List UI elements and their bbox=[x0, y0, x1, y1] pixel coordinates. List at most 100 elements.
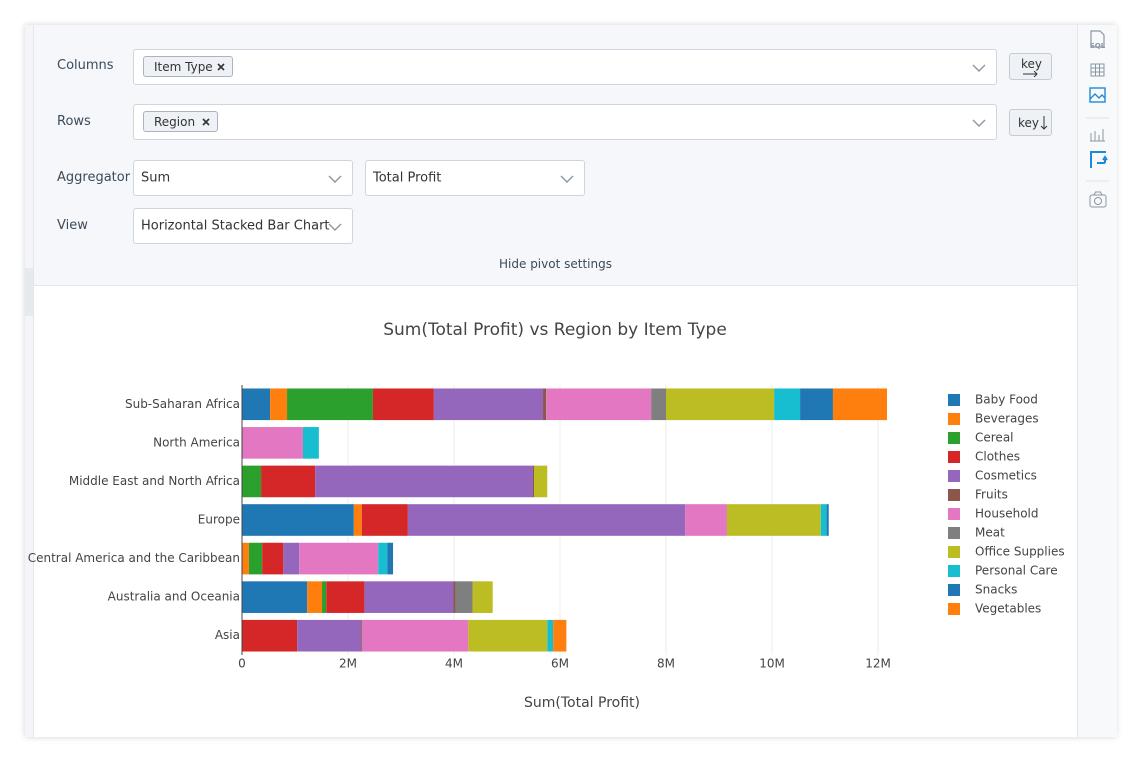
legend-swatch bbox=[948, 565, 960, 577]
field-select[interactable]: Total Profit bbox=[365, 160, 585, 196]
rows-select[interactable]: Region bbox=[133, 104, 997, 140]
legend-swatch bbox=[948, 413, 960, 425]
sql-icon[interactable] bbox=[1090, 30, 1105, 48]
hide-settings-link[interactable]: Hide pivot settings bbox=[499, 257, 612, 271]
aggregator-select[interactable]: Sum bbox=[133, 160, 353, 196]
bar-segment bbox=[800, 388, 833, 421]
legend-label: Cereal bbox=[975, 431, 1014, 445]
chip-remove[interactable] bbox=[216, 62, 226, 72]
legend-swatch bbox=[948, 489, 960, 501]
legend-swatch bbox=[948, 394, 960, 406]
label: Aggregator bbox=[57, 170, 131, 185]
bar-segment bbox=[685, 504, 727, 536]
legend-label: Baby Food bbox=[975, 393, 1038, 407]
arrow-icon bbox=[1040, 116, 1048, 130]
bar-segment bbox=[261, 465, 316, 498]
bar-segment bbox=[361, 619, 363, 652]
legend-swatch bbox=[948, 603, 960, 615]
legend-label: Fruits bbox=[975, 488, 1008, 502]
camera-icon[interactable] bbox=[1089, 191, 1107, 208]
arrow-icon bbox=[1023, 71, 1038, 77]
bar-segment bbox=[287, 388, 373, 421]
select-value: Total Profit bbox=[373, 170, 442, 186]
chart-title: Sum(Total Profit) vs Region by Item Type bbox=[383, 320, 727, 340]
chip[interactable]: Item Type bbox=[143, 56, 233, 77]
x-tick-label: 12M bbox=[865, 657, 891, 671]
pivot-settings: Columns Item Type key Rows Region key Ag… bbox=[34, 25, 1077, 286]
columns-select[interactable]: Item Type bbox=[133, 49, 997, 85]
bar-segment bbox=[242, 465, 262, 498]
left-strip bbox=[25, 25, 34, 737]
stats-icon[interactable] bbox=[1090, 129, 1105, 142]
bar-segment bbox=[242, 427, 303, 459]
chip[interactable]: Region bbox=[143, 111, 218, 132]
y-tick-label: Europe bbox=[198, 513, 240, 527]
bar-segment bbox=[283, 542, 300, 575]
bar-segment bbox=[468, 619, 548, 652]
bar-segment bbox=[774, 388, 801, 421]
chevron bbox=[972, 119, 986, 127]
pivot-icon[interactable] bbox=[1090, 151, 1108, 168]
y-tick-label: Sub-Saharan Africa bbox=[125, 397, 240, 411]
legend-label: Cosmetics bbox=[975, 469, 1037, 483]
sidebar: SQL bbox=[1077, 25, 1117, 737]
bar-segment bbox=[453, 581, 456, 613]
bar-segment bbox=[361, 504, 408, 536]
bar-segment bbox=[826, 504, 829, 536]
x-tick-label: 0 bbox=[238, 657, 246, 671]
bar-segment bbox=[362, 619, 469, 652]
bar-segment bbox=[307, 581, 323, 613]
x-axis-title: Sum(Total Profit) bbox=[524, 695, 640, 711]
bar-segment bbox=[242, 542, 249, 575]
legend-label: Personal Care bbox=[975, 564, 1058, 578]
key-text: key bbox=[1021, 57, 1043, 71]
y-tick-label: Central America and the Caribbean bbox=[28, 551, 240, 565]
sidebar-icons: SQL bbox=[1086, 30, 1109, 208]
x-tick-label: 10M bbox=[759, 657, 785, 671]
bar-segment bbox=[364, 581, 454, 613]
table-icon[interactable] bbox=[1090, 63, 1105, 77]
legend-swatch bbox=[948, 508, 960, 520]
bar-segment bbox=[242, 581, 308, 613]
bar-segment bbox=[302, 427, 319, 459]
chevron bbox=[972, 64, 986, 72]
sql-text: SQL bbox=[1090, 42, 1106, 50]
x-tick-label: 8M bbox=[657, 657, 675, 671]
view-select[interactable]: Horizontal Stacked Bar Chart bbox=[133, 208, 353, 244]
key-text: key bbox=[1018, 116, 1040, 130]
chevron bbox=[328, 223, 342, 231]
key-button[interactable]: key bbox=[1009, 109, 1052, 136]
chip-text: Item Type bbox=[154, 60, 213, 74]
collapse-tab[interactable] bbox=[25, 268, 33, 316]
y-tick-label: North America bbox=[153, 435, 240, 449]
legend-swatch bbox=[948, 546, 960, 558]
legend-label: Office Supplies bbox=[975, 545, 1065, 559]
legend-label: Snacks bbox=[975, 583, 1017, 597]
select-value: Horizontal Stacked Bar Chart bbox=[141, 218, 330, 234]
x-tick-label: 6M bbox=[551, 657, 569, 671]
bar-segment bbox=[726, 504, 821, 536]
bar-segment bbox=[543, 388, 547, 421]
legend-swatch bbox=[948, 584, 960, 596]
chip-text: Region bbox=[154, 115, 196, 129]
legend-label: Clothes bbox=[975, 450, 1020, 464]
key-button[interactable]: key bbox=[1009, 53, 1052, 80]
bar-segment bbox=[832, 388, 888, 421]
bar-segment bbox=[820, 504, 827, 536]
label: Columns bbox=[57, 58, 114, 73]
bar-segment bbox=[666, 388, 775, 421]
chip-remove[interactable] bbox=[201, 117, 211, 127]
y-tick-label: Australia and Oceania bbox=[108, 590, 240, 604]
bar-segment bbox=[248, 542, 263, 575]
chart-icon[interactable] bbox=[1089, 87, 1106, 103]
bar-segment bbox=[372, 388, 434, 421]
bar-segment bbox=[546, 388, 652, 421]
legend-swatch bbox=[948, 470, 960, 482]
bar-segment bbox=[532, 465, 535, 498]
y-tick-label: Middle East and North Africa bbox=[69, 474, 240, 488]
legend-label: Household bbox=[975, 507, 1039, 521]
bar-segment bbox=[353, 504, 362, 536]
legend-swatch bbox=[948, 527, 960, 539]
legend-label: Meat bbox=[975, 526, 1005, 540]
